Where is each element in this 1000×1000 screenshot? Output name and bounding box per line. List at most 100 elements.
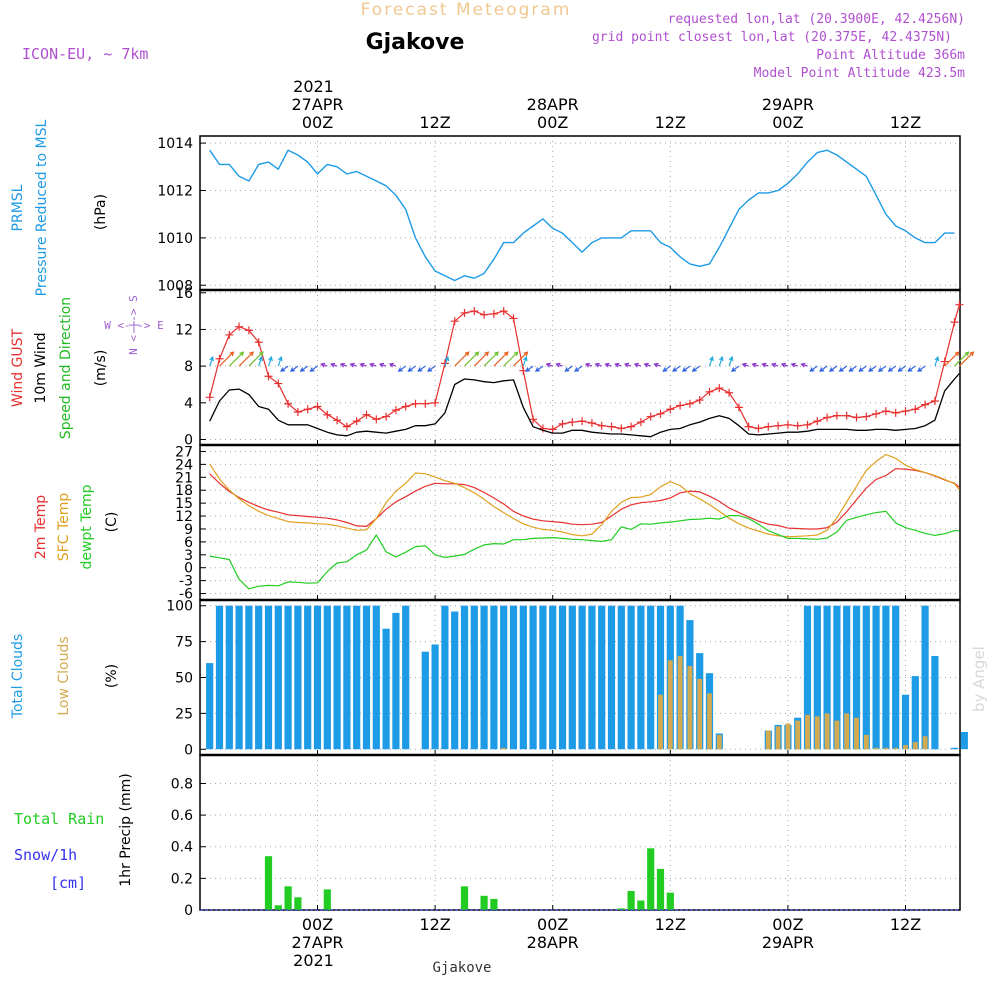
low-cloud-bar	[795, 720, 801, 750]
total-cloud-bar	[921, 605, 929, 750]
pressure-ytick-label: 1012	[157, 183, 193, 199]
temperature-ytick-label: 15	[175, 496, 193, 512]
wind-direction-arrow	[267, 355, 273, 367]
wind-direction-arrow	[427, 365, 436, 372]
bottom-time-label: 12Z	[890, 915, 921, 934]
wind-direction-arrow	[604, 362, 612, 368]
wind-gust-marker	[911, 405, 920, 414]
wind-direction-arrow	[934, 355, 940, 367]
low-cloud-bar	[883, 747, 889, 750]
precip-bar	[617, 908, 625, 910]
total-cloud-bar	[862, 605, 870, 750]
clouds-ytick-label: 75	[175, 635, 193, 651]
wind-gust-marker	[646, 412, 655, 421]
wind-gust-marker	[509, 314, 518, 323]
wind-direction-arrow	[378, 362, 387, 368]
total-cloud-bar	[529, 605, 537, 750]
wind-direction-arrow	[643, 362, 651, 368]
wind-gust-marker	[362, 410, 371, 419]
wind-gust-marker	[764, 422, 773, 431]
temperature-ytick-label: 6	[184, 535, 193, 551]
low-cloud-bar	[814, 716, 820, 750]
wind-direction-arrow	[329, 362, 338, 368]
total-cloud-bar	[382, 628, 390, 750]
watermark: by Angel	[970, 646, 988, 712]
total-cloud-bar	[284, 605, 292, 750]
wind-direction-arrow	[848, 365, 857, 372]
wind-10m-line	[209, 373, 960, 438]
low-cloud-bar	[687, 666, 693, 750]
wind-direction-arrow	[907, 365, 916, 372]
precip-bar	[294, 897, 302, 910]
bottom-date-label: 29APR	[762, 933, 814, 952]
wind-direction-arrow	[887, 365, 897, 372]
wind-gust-marker	[656, 409, 665, 418]
wind-gust-marker	[685, 399, 694, 408]
temperature-ytick-label: -3	[179, 574, 193, 590]
wind-direction-arrow	[761, 362, 769, 368]
wind-gust-marker	[313, 402, 322, 411]
precip-ytick-label: 0.8	[171, 776, 193, 792]
wind-direction-arrow	[444, 355, 450, 367]
wind-ytick-label: 4	[184, 396, 193, 412]
low-cloud-bar	[677, 656, 683, 750]
wind-direction-arrow	[770, 362, 779, 368]
wind-gust-marker	[852, 413, 861, 422]
clouds-ytick-label: 0	[184, 742, 193, 758]
total-cloud-bar	[255, 605, 263, 750]
total-cloud-bar	[362, 605, 371, 750]
total-cloud-bar	[304, 605, 312, 750]
top-title: Forecast Meteogram	[361, 0, 572, 20]
wind-direction-arrow	[339, 362, 348, 368]
total-cloud-bar	[656, 605, 665, 750]
precip-bar	[490, 898, 498, 910]
wind-dir-label: Speed and Direction	[58, 297, 74, 439]
low-cloud-bar	[775, 726, 781, 750]
wind-gust-marker	[401, 402, 410, 411]
temperature-ytick-label: 27	[175, 444, 193, 460]
wind-gust-marker	[832, 411, 841, 420]
wind-direction-arrow	[359, 362, 367, 368]
temperature-ytick-label: 9	[184, 522, 193, 538]
clouds-ytick-label: 100	[166, 599, 193, 615]
temp-dewpt-label: dewpt Temp	[79, 484, 95, 569]
low-clouds-label: Low Clouds	[56, 636, 72, 715]
low-cloud-bar	[903, 745, 908, 750]
top-date-label: 27APR	[291, 95, 343, 114]
wind-direction-arrow	[730, 365, 740, 372]
total-cloud-bar	[578, 605, 586, 750]
wind-direction-arrow	[464, 351, 480, 367]
total-cloud-bar	[333, 605, 341, 750]
top-date-label: 29APR	[762, 95, 814, 114]
total-cloud-bar	[343, 605, 351, 750]
low-cloud-bar	[658, 694, 663, 750]
wind-direction-arrow	[248, 351, 264, 367]
precip-bar	[656, 868, 665, 910]
low-cloud-bar	[922, 736, 928, 750]
total-cloud-bar	[588, 605, 596, 750]
wind-gust-label: Wind GUST	[10, 328, 26, 407]
total-cloud-bar	[950, 747, 959, 750]
wind-direction-arrow	[954, 351, 970, 367]
wind-gust-marker	[901, 407, 910, 416]
total-cloud-bar	[647, 605, 655, 750]
wind-direction-arrow	[633, 362, 642, 368]
pressure-ytick-label: 1010	[157, 231, 193, 247]
wind-ytick-label: 16	[175, 286, 193, 302]
wind-gust-marker	[274, 379, 283, 388]
total-cloud-bar	[294, 605, 302, 750]
total-cloud-bar	[843, 605, 851, 750]
low-cloud-bar	[844, 713, 850, 750]
pressure-line	[209, 149, 955, 282]
total-cloud-bar	[813, 605, 821, 750]
wind-direction-arrow	[662, 365, 671, 372]
wind-gust-marker	[235, 322, 244, 331]
wind-direction-arrow	[728, 355, 734, 367]
wind-direction-arrow	[228, 351, 245, 367]
pressure-ylabel: (hPa)	[93, 194, 109, 230]
wind-direction-arrow	[828, 365, 838, 372]
wind-gust-marker	[431, 398, 440, 407]
wind-gust-marker	[783, 420, 792, 429]
plot-layer: 10081010101210140481216-6-30369121518212…	[157, 77, 975, 970]
wind-direction-arrow	[522, 355, 528, 367]
